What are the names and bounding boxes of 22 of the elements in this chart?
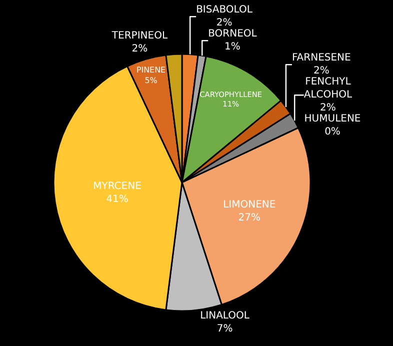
slice-label: MYRCENE <box>93 180 142 192</box>
data-label: 2% <box>320 102 336 114</box>
slice-label: LINALOOL <box>200 310 250 322</box>
category-label: HUMULENE <box>304 114 361 125</box>
data-label: 11% <box>222 100 240 109</box>
data-label: 2% <box>132 43 148 54</box>
slice-label: FENCHYL ALCOHOL <box>304 76 353 101</box>
data-label: 27% <box>238 212 260 224</box>
slice-label: TERPINEOL <box>110 30 168 42</box>
data-label: 41% <box>106 194 128 205</box>
data-label: 2% <box>313 66 330 77</box>
data-label: 2% <box>216 18 232 29</box>
slice-label: BORNEOL <box>208 28 258 40</box>
data-label: 1% <box>224 42 240 53</box>
data-label: 5% <box>144 76 158 85</box>
slice-label: FARNESENE <box>292 52 351 64</box>
slice-label: LIMONENE <box>223 200 276 211</box>
slice-label: CARYOPHYLLENE <box>200 90 262 99</box>
data-label: 7% <box>216 323 233 334</box>
text: 0% <box>324 126 340 138</box>
slice-label: PINENE <box>136 66 166 75</box>
slice-label: BISABOLOL <box>196 4 253 16</box>
